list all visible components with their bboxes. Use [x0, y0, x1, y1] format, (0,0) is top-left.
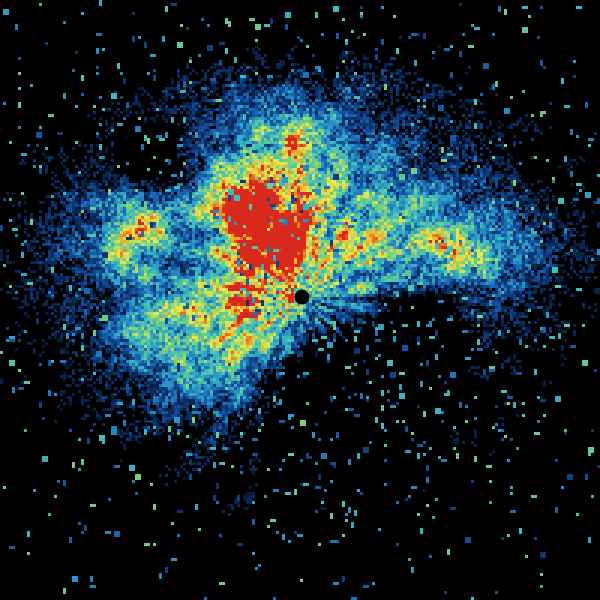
astronomical-image-figure [0, 0, 600, 600]
supernova-remnant-heatmap [0, 0, 600, 600]
